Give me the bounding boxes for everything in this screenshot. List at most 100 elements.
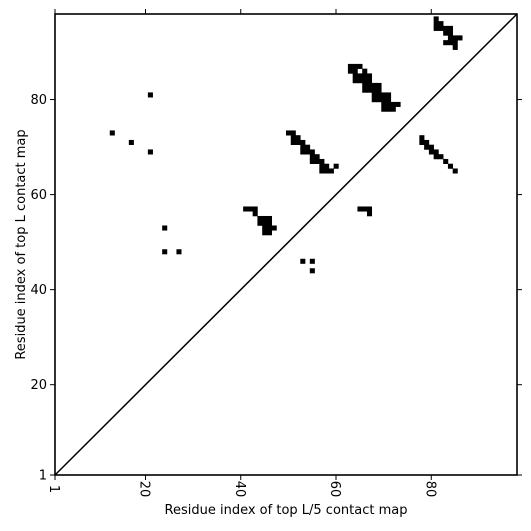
contact-cell	[300, 258, 306, 264]
contact-cell	[305, 144, 311, 150]
contact-cell	[176, 249, 182, 255]
contact-cell	[309, 158, 315, 164]
contact-cell	[266, 230, 273, 236]
contact-cell	[395, 101, 401, 107]
contact-cell	[271, 225, 277, 231]
contact-cell	[347, 68, 353, 74]
contact-cell	[257, 220, 263, 226]
contact-cell	[433, 21, 439, 27]
contact-cell	[300, 144, 306, 150]
contact-cells	[109, 16, 463, 274]
contact-cell	[366, 87, 373, 93]
contact-cell	[443, 158, 449, 164]
y-axis-label: Residue index of top L contact map	[14, 129, 29, 359]
contact-cell	[319, 168, 325, 174]
contact-cell	[386, 101, 392, 107]
contact-cell	[457, 35, 463, 41]
contact-cell	[247, 206, 253, 212]
contact-cell	[424, 139, 430, 145]
contact-cell	[295, 139, 301, 145]
contact-cell	[314, 158, 320, 164]
contact-cell	[376, 82, 382, 88]
contact-cell	[447, 25, 453, 31]
contact-cell	[319, 158, 325, 164]
contact-cell	[443, 40, 449, 46]
contact-cell	[352, 73, 358, 79]
contact-cell	[147, 149, 153, 155]
y-tick-label: 60	[30, 188, 47, 203]
contact-cell	[376, 97, 382, 103]
contact-cell	[300, 149, 306, 155]
contact-cell	[309, 154, 315, 160]
y-tick-label: 80	[30, 93, 47, 108]
axis-ticks: 1 20 40 60 80 1 20 40 60 80	[30, 9, 522, 497]
contact-cell	[447, 35, 453, 41]
contact-cell	[433, 16, 439, 22]
y-tick-label: 1	[39, 469, 47, 484]
contact-cell	[257, 215, 263, 222]
contact-cell	[376, 92, 382, 98]
contact-cell	[357, 63, 363, 69]
contact-cell	[362, 68, 368, 74]
contact-cell	[381, 92, 387, 98]
contact-cell	[366, 73, 373, 79]
contact-cell	[424, 144, 430, 150]
contact-cell	[347, 63, 353, 69]
y-tick-label: 40	[30, 283, 47, 298]
contact-cell	[362, 82, 368, 88]
contact-cell	[366, 78, 373, 84]
contact-cell	[438, 21, 444, 27]
contact-cell	[371, 92, 377, 98]
contact-cell	[433, 25, 439, 31]
contact-cell	[290, 135, 296, 141]
contact-cell	[352, 63, 358, 69]
x-axis-label: Residue index of top L/5 contact map	[165, 503, 408, 518]
contact-cell	[390, 101, 396, 107]
contact-cell	[309, 258, 315, 264]
contact-cell	[109, 130, 115, 136]
contact-cell	[447, 40, 453, 46]
contact-cell	[381, 101, 387, 107]
contact-cell	[447, 163, 453, 169]
contact-cell	[433, 149, 439, 155]
x-tick-label: 80	[422, 481, 437, 498]
contact-cell	[262, 225, 268, 231]
diagonal-line	[54, 13, 518, 476]
contact-cell	[390, 106, 396, 112]
x-tick-label: 20	[136, 481, 151, 498]
contact-cell	[371, 97, 377, 103]
contact-cell	[252, 211, 258, 217]
contact-cell	[381, 97, 387, 103]
contact-cell	[452, 40, 458, 46]
contact-cell	[314, 154, 320, 160]
contact-cell	[357, 78, 363, 84]
contact-cell	[305, 149, 311, 155]
contact-cell	[362, 78, 368, 84]
contact-cell	[452, 168, 458, 174]
contact-cell	[266, 220, 273, 226]
contact-cell	[438, 154, 444, 160]
contact-cell	[262, 230, 268, 236]
contact-cell	[428, 144, 434, 150]
contact-cell	[357, 206, 363, 212]
contact-cell	[266, 225, 273, 231]
contact-cell	[262, 220, 268, 226]
contact-cell	[309, 149, 315, 155]
contact-cell	[290, 130, 296, 136]
contact-cell	[381, 106, 387, 112]
contact-cell	[262, 215, 268, 222]
contact-cell	[419, 135, 425, 141]
contact-cell	[438, 25, 444, 31]
contact-cell	[290, 139, 296, 145]
contact-cell	[371, 82, 377, 88]
contact-cell	[371, 87, 377, 93]
contact-cell	[443, 25, 449, 31]
contact-cell	[266, 215, 273, 222]
contact-cell	[243, 206, 249, 212]
contact-cell	[162, 249, 168, 255]
contact-cell	[433, 154, 439, 160]
contact-cell	[386, 97, 392, 103]
contact-cell	[324, 168, 330, 174]
contact-cell	[428, 149, 434, 155]
contact-cell	[366, 211, 373, 217]
